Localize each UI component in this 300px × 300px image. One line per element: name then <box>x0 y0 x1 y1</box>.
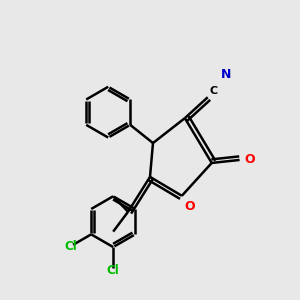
Text: O: O <box>244 154 255 166</box>
Text: C: C <box>209 86 217 96</box>
Text: O: O <box>185 200 196 213</box>
Text: Cl: Cl <box>64 240 77 253</box>
Text: Cl: Cl <box>107 264 119 278</box>
Text: N: N <box>221 68 232 81</box>
